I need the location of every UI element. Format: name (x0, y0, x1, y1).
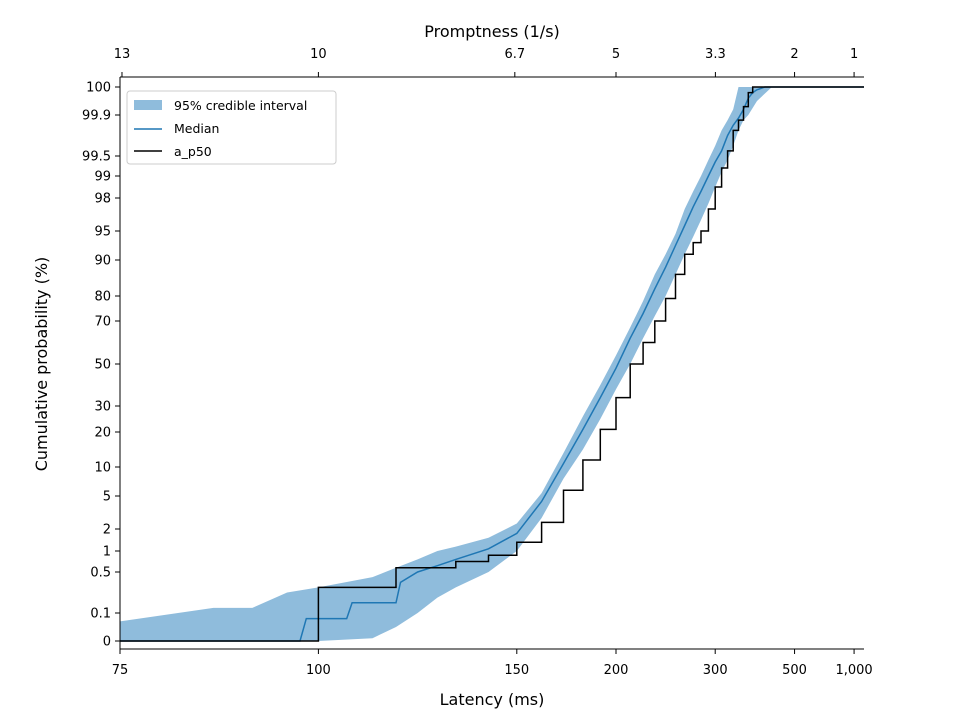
y-tick-label: 90 (94, 254, 111, 269)
top-tick-label: 2 (790, 47, 798, 62)
legend-label-step: a_p50 (174, 144, 212, 159)
y-tick-label: 50 (94, 358, 111, 373)
y-tick-label: 99.5 (82, 150, 111, 165)
y-tick-label: 100 (86, 81, 111, 96)
y-tick-label: 2 (103, 523, 111, 538)
y-tick-label: 10 (94, 461, 111, 476)
top-axis-label: Promptness (1/s) (424, 22, 560, 41)
y-axis-label: Cumulative probability (%) (32, 257, 51, 472)
y-tick-label: 95 (94, 225, 111, 240)
x-tick-label: 500 (782, 663, 807, 678)
top-tick-label: 6.7 (504, 47, 525, 62)
y-tick-label: 0.5 (90, 566, 111, 581)
plot-area (120, 86, 864, 642)
y-tick-label: 80 (94, 290, 111, 305)
legend-swatch-band (134, 100, 162, 110)
top-tick-label: 3.3 (705, 47, 726, 62)
y-tick-label: 30 (94, 400, 111, 415)
x-tick-label: 100 (306, 663, 331, 678)
top-tick-label: 13 (114, 47, 131, 62)
x-axis-label: Latency (ms) (440, 690, 545, 709)
x-tick-label: 300 (703, 663, 728, 678)
y-tick-label: 0 (103, 635, 111, 650)
series-line-median (120, 86, 864, 642)
top-tick-label: 1 (850, 47, 858, 62)
top-tick-label: 5 (612, 47, 620, 62)
y-tick-label: 99.9 (82, 109, 111, 124)
series-step-a-p50 (120, 86, 864, 642)
y-tick-label: 1 (103, 545, 111, 560)
legend: 95% credible interval Median a_p50 (126, 90, 337, 165)
y-tick-label: 20 (94, 426, 111, 441)
legend-label-band: 95% credible interval (174, 98, 307, 113)
x-tick-label: 150 (504, 663, 529, 678)
y-tick-label: 5 (103, 490, 111, 505)
y-tick-label: 99 (94, 170, 111, 185)
y-tick-label: 98 (94, 192, 111, 207)
x-tick-label: 1,000 (835, 663, 872, 678)
top-tick-label: 10 (310, 47, 327, 62)
legend-label-median: Median (174, 121, 219, 136)
series-band-credible-interval (120, 87, 864, 641)
y-tick-label: 70 (94, 315, 111, 330)
legend-frame (126, 90, 337, 165)
x-tick-label: 200 (604, 663, 629, 678)
x-tick-label: 75 (112, 663, 129, 678)
axes (119, 76, 864, 650)
y-tick-label: 0.1 (90, 607, 111, 622)
